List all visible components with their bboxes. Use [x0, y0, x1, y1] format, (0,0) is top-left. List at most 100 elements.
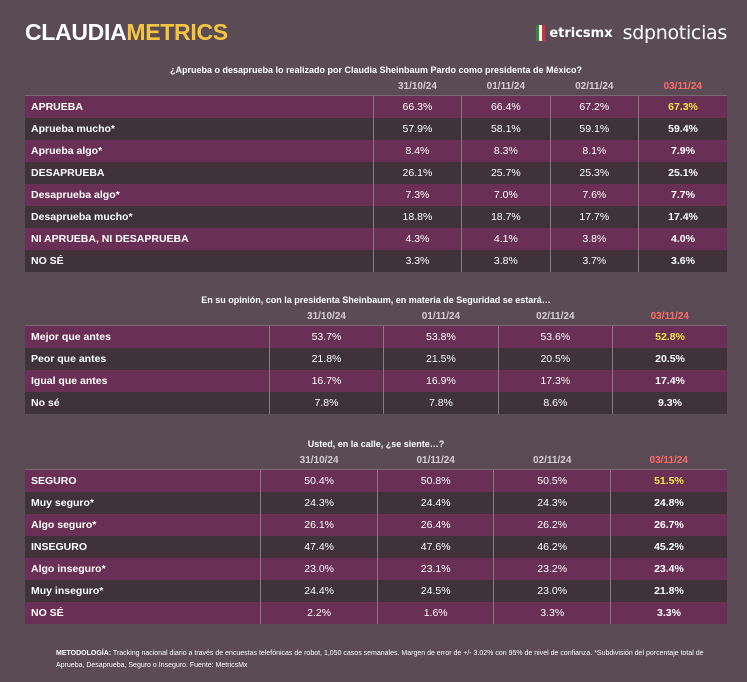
- column-header-date: 31/10/24: [260, 451, 378, 470]
- value-cell: 47.6%: [376, 536, 494, 558]
- value-cell: 59.4%: [638, 118, 727, 140]
- value-cell: 4.0%: [638, 228, 727, 250]
- header-empty-cell: [25, 307, 270, 326]
- value-cell: 23.2%: [493, 558, 611, 580]
- value-cell: 26.7%: [609, 514, 727, 536]
- value-cell: 8.1%: [549, 140, 639, 162]
- row-label: No sé: [25, 392, 270, 414]
- value-cell: 18.7%: [461, 206, 551, 228]
- methodology-label: METODOLOGÍA:: [56, 650, 112, 657]
- value-cell: 23.0%: [260, 558, 378, 580]
- value-cell: 7.6%: [549, 184, 639, 206]
- partner-logos: etricsmx sdpnoticias: [536, 22, 727, 44]
- security-table-section: En su opinión, con la presidenta Sheinba…: [25, 293, 727, 414]
- row-label: SEGURO: [25, 469, 261, 492]
- row-label: Muy seguro*: [25, 492, 261, 514]
- value-cell: 50.4%: [260, 469, 378, 492]
- value-cell: 1.6%: [376, 602, 494, 624]
- value-cell: 50.5%: [493, 469, 611, 492]
- row-label: Peor que antes: [25, 348, 270, 370]
- results-table: 31/10/24 01/11/24 02/11/24 03/11/24 APRUEBA 6…: [25, 77, 727, 272]
- table-row: Algo inseguro* 23.0% 23.1% 23.2% 23.4%: [25, 558, 727, 580]
- value-cell: 3.3%: [609, 602, 727, 624]
- value-cell: 66.3%: [372, 95, 462, 118]
- metricsmx-logo: etricsmx: [536, 25, 613, 41]
- header: CLAUDIAMETRICS etricsmx sdpnoticias: [0, 0, 747, 62]
- value-cell: 59.1%: [549, 118, 639, 140]
- table-row: NI APRUEBA, NI DESAPRUEBA 4.3% 4.1% 3.8% 4.0…: [25, 228, 727, 250]
- table-row: No sé 7.8% 7.8% 8.6% 9.3%: [25, 392, 727, 414]
- value-cell: 23.4%: [609, 558, 727, 580]
- row-label: APRUEBA: [25, 95, 374, 118]
- value-cell: 23.0%: [493, 580, 611, 602]
- question-title: En su opinión, con la presidenta Sheinba…: [201, 295, 551, 305]
- value-cell: 24.3%: [493, 492, 611, 514]
- value-cell: 2.2%: [260, 602, 378, 624]
- value-cell: 7.7%: [638, 184, 727, 206]
- value-cell: 53.7%: [268, 325, 384, 348]
- value-cell: 67.3%: [638, 95, 727, 118]
- value-cell: 24.5%: [376, 580, 494, 602]
- value-cell: 53.8%: [383, 325, 499, 348]
- value-cell: 21.8%: [609, 580, 727, 602]
- table-row: SEGURO 50.4% 50.8% 50.5% 51.5%: [25, 469, 727, 492]
- value-cell: 16.7%: [268, 370, 384, 392]
- column-header-date: 01/11/24: [461, 77, 551, 96]
- question-title: Usted, en la calle, ¿se siente…?: [307, 439, 445, 449]
- value-cell: 9.3%: [612, 392, 727, 414]
- table-row: NO SÉ 3.3% 3.8% 3.7% 3.6%: [25, 250, 727, 272]
- row-label: Desaprueba mucho*: [25, 206, 374, 228]
- results-table: 31/10/24 01/11/24 02/11/24 03/11/24 Mejor qu…: [25, 307, 727, 414]
- value-cell: 50.8%: [376, 469, 494, 492]
- table-row: Peor que antes 21.8% 21.5% 20.5% 20.5%: [25, 348, 727, 370]
- column-header-date: 03/11/24: [612, 307, 727, 326]
- value-cell: 23.1%: [376, 558, 494, 580]
- value-cell: 8.3%: [461, 140, 551, 162]
- value-cell: 3.8%: [549, 228, 639, 250]
- value-cell: 17.4%: [612, 370, 727, 392]
- row-label: NI APRUEBA, NI DESAPRUEBA: [25, 228, 374, 250]
- value-cell: 20.5%: [497, 348, 613, 370]
- value-cell: 7.8%: [383, 392, 499, 414]
- methodology-text: Tracking nacional diario a través de enc…: [56, 650, 704, 669]
- value-cell: 47.4%: [260, 536, 378, 558]
- column-header-date: 31/10/24: [373, 77, 462, 96]
- value-cell: 45.2%: [609, 536, 727, 558]
- value-cell: 3.6%: [638, 250, 727, 272]
- value-cell: 25.7%: [461, 162, 551, 184]
- value-cell: 8.4%: [372, 140, 462, 162]
- value-cell: 3.3%: [372, 250, 462, 272]
- value-cell: 26.1%: [260, 514, 378, 536]
- column-header-date: 03/11/24: [638, 77, 727, 96]
- value-cell: 25.1%: [638, 162, 727, 184]
- sdpnoticias-logo: sdpnoticias: [622, 22, 728, 44]
- column-header-date: 01/11/24: [377, 451, 494, 470]
- value-cell: 4.3%: [372, 228, 462, 250]
- row-label: Desaprueba algo*: [25, 184, 374, 206]
- row-label: Aprueba algo*: [25, 140, 374, 162]
- value-cell: 53.6%: [497, 325, 613, 348]
- table-row: Igual que antes 16.7% 16.9% 17.3% 17.4%: [25, 370, 727, 392]
- value-cell: 4.1%: [461, 228, 551, 250]
- column-header-date: 02/11/24: [550, 77, 639, 96]
- value-cell: 24.4%: [376, 492, 494, 514]
- value-cell: 24.4%: [260, 580, 378, 602]
- value-cell: 66.4%: [461, 95, 551, 118]
- table-row: Desaprueba mucho* 18.8% 18.7% 17.7% 17.4%: [25, 206, 727, 228]
- value-cell: 20.5%: [612, 348, 727, 370]
- value-cell: 26.2%: [493, 514, 611, 536]
- table-row: Mejor que antes 53.7% 53.8% 53.6% 52.8%: [25, 325, 727, 348]
- column-header-date: 01/11/24: [383, 307, 499, 326]
- row-label: Igual que antes: [25, 370, 270, 392]
- value-cell: 7.0%: [461, 184, 551, 206]
- header-empty-cell: [25, 451, 261, 470]
- brand-logo: CLAUDIAMETRICS: [25, 19, 228, 46]
- value-cell: 16.9%: [383, 370, 499, 392]
- row-label: INSEGURO: [25, 536, 261, 558]
- column-header-date: 02/11/24: [493, 451, 611, 470]
- table-row: Muy seguro* 24.3% 24.4% 24.3% 24.8%: [25, 492, 727, 514]
- column-header-date: 03/11/24: [610, 451, 727, 470]
- brand-part1: CLAUDIA: [25, 19, 127, 45]
- value-cell: 58.1%: [461, 118, 551, 140]
- value-cell: 46.2%: [493, 536, 611, 558]
